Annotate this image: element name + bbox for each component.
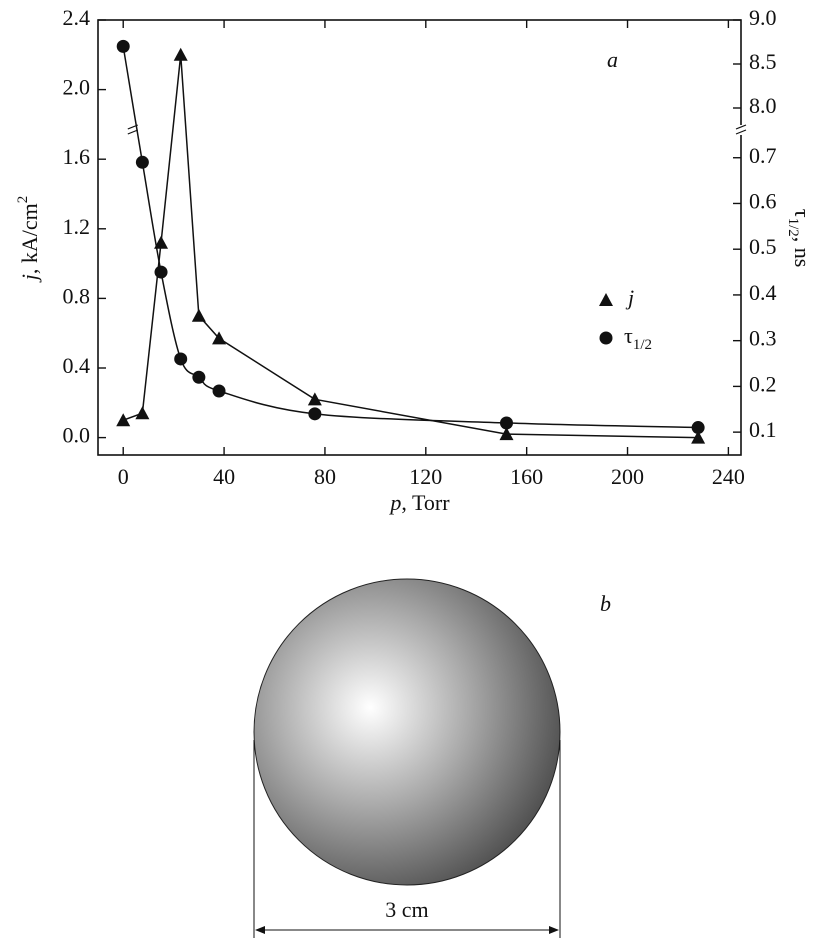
data-point — [135, 406, 150, 420]
y-tick-label: 1.6 — [63, 144, 91, 169]
x-tick-label: 80 — [314, 464, 336, 489]
y-tick-label: 2.0 — [63, 75, 91, 100]
data-point — [307, 392, 322, 406]
data-point — [691, 430, 706, 444]
data-point — [212, 384, 226, 398]
y2-axis-title: τ1/2, ns — [785, 209, 815, 268]
data-point — [135, 155, 149, 169]
panel-label: a — [607, 47, 618, 72]
y2-tick-label: 0.6 — [749, 189, 777, 214]
data-point — [212, 331, 227, 345]
data-point — [173, 47, 188, 61]
y2-tick-label: 9.0 — [749, 5, 777, 30]
data-point — [499, 427, 514, 441]
legend-marker — [599, 331, 613, 345]
data-point — [154, 235, 169, 249]
data-point — [174, 352, 188, 366]
data-point — [192, 370, 206, 384]
x-tick-label: 160 — [510, 464, 543, 489]
data-point — [116, 413, 131, 427]
y2-tick-label: 0.3 — [749, 326, 777, 351]
data-point — [691, 421, 705, 435]
axis-break-gap — [737, 125, 745, 135]
sphere — [253, 578, 561, 886]
y2-tick-label: 0.7 — [749, 143, 777, 168]
y-tick-label: 1.2 — [63, 214, 91, 239]
x-axis-title: p, Torr — [388, 490, 450, 515]
x-tick-label: 120 — [409, 464, 442, 489]
data-point — [154, 265, 168, 279]
series-line — [122, 54, 699, 439]
legend-marker — [599, 293, 613, 306]
panel-label: b — [600, 591, 611, 616]
legend-label: j — [625, 285, 634, 310]
y2-tick-label: 0.1 — [749, 417, 777, 442]
plot-frame — [97, 19, 742, 456]
legend-label: τ1/2 — [624, 323, 652, 353]
y-tick-label: 0.4 — [63, 353, 91, 378]
data-point — [116, 39, 130, 53]
dimension-label: 3 cm — [385, 897, 428, 922]
axis-break — [735, 124, 747, 135]
y2-tick-label: 0.2 — [749, 371, 777, 396]
data-point — [499, 416, 513, 430]
y-tick-label: 0.8 — [63, 283, 91, 308]
data-point — [308, 407, 322, 421]
y2-tick-label: 0.4 — [749, 280, 777, 305]
y2-tick-label: 0.5 — [749, 234, 777, 259]
y2-tick-label: 8.5 — [749, 49, 777, 74]
x-tick-label: 200 — [611, 464, 644, 489]
y-axis-title: j, kA/cm2 — [15, 196, 42, 284]
line-break — [127, 124, 139, 135]
x-tick-label: 0 — [118, 464, 129, 489]
y-tick-label: 0.0 — [63, 423, 91, 448]
x-tick-label: 240 — [712, 464, 745, 489]
data-point — [191, 308, 206, 322]
y2-tick-label: 8.0 — [749, 93, 777, 118]
chart-a: a 0 40 80 120 160 200 240 0.0 0.4 0.8 1.2 1.6 2.0 2.4… — [15, 5, 815, 515]
y-tick-label: 2.4 — [63, 5, 91, 30]
diagram-b: b 3 cm — [253, 578, 611, 938]
series-line — [122, 46, 699, 429]
x-tick-label: 40 — [213, 464, 235, 489]
